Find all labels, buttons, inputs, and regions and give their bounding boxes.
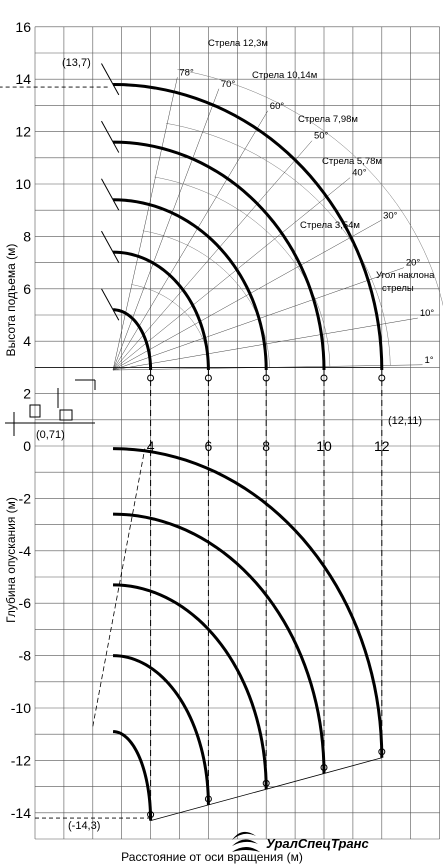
y-axis-lower-title: Глубина опускания (м) — [4, 497, 18, 623]
angle-rays — [112, 77, 423, 371]
y-tick-label: -6 — [19, 595, 32, 611]
angle-label: 1° — [425, 355, 434, 366]
x-tick-label: 6 — [205, 438, 213, 454]
y-tick-label: 2 — [23, 386, 31, 402]
y-tick-label: 16 — [15, 19, 31, 35]
angle-label: 60° — [270, 101, 285, 112]
angle-caption-line1: Угол наклона — [376, 270, 435, 281]
boom-line — [101, 230, 120, 263]
y-tick-label: -10 — [11, 700, 31, 716]
guide-arc — [154, 176, 331, 367]
angle-ray — [112, 177, 351, 371]
reach-curve-lower — [112, 447, 384, 758]
x-tick-label: 4 — [147, 438, 155, 454]
boom-line — [101, 288, 120, 321]
angle-caption-line2: стрелы — [382, 283, 414, 294]
angle-label: 10° — [420, 308, 435, 319]
reach-curve-upper — [112, 198, 268, 371]
annotation-bottom: (-14,3) — [68, 820, 100, 832]
y-axis-upper-title: Высота подъема (м) — [4, 244, 18, 357]
reach-curves — [112, 82, 384, 821]
hook-icon — [204, 374, 212, 382]
hook-icon — [147, 811, 155, 819]
guide-arc — [131, 284, 210, 369]
reach-curve-upper — [112, 250, 210, 371]
boom-label: Стрела 10,14м — [252, 70, 317, 81]
logo-mark-icon — [232, 831, 260, 852]
boom-line — [101, 120, 120, 153]
bottom-envelope — [150, 757, 382, 822]
annotation-tip: (12,11) — [388, 415, 422, 427]
angle-ray — [112, 110, 269, 371]
y-tick-label: -2 — [19, 490, 32, 506]
hook-icon — [204, 795, 212, 803]
guide-arc — [177, 69, 443, 307]
boom-label: Стрела 12,3м — [208, 38, 268, 49]
logo-text: УралСпецТранс — [266, 836, 369, 851]
logo: УралСпецТранс — [232, 831, 369, 852]
angle-label: 20° — [406, 258, 421, 269]
angle-label: 30° — [383, 210, 398, 221]
y-tick-label: -8 — [19, 648, 32, 664]
boom-line — [101, 178, 120, 211]
boom-line — [101, 63, 120, 96]
annotation-pivot: (0,71) — [36, 429, 65, 441]
y-tick-label: -4 — [19, 543, 32, 559]
reach-curve-lower — [112, 583, 268, 790]
tick-labels: 4 6 8 10 12 16 14 12 10 8 6 4 2 0 -2 -4 -6 -8 -10 -12 -14 — [11, 19, 390, 821]
hook-icon — [262, 374, 270, 382]
x-tick-label: 12 — [374, 438, 390, 454]
x-tick-label: 8 — [262, 438, 270, 454]
y-tick-label: 0 — [23, 438, 31, 454]
y-tick-label: 6 — [23, 281, 31, 297]
angle-ray — [112, 140, 313, 371]
reach-curve-lower — [112, 512, 326, 774]
y-tick-label: 14 — [15, 71, 31, 87]
reach-curve-lower — [112, 654, 210, 805]
reach-curve-upper — [112, 308, 153, 371]
boom-label: Стрела 3,54м — [300, 220, 360, 231]
hook-icon — [320, 374, 328, 382]
boom-label: Стрела 7,98м — [298, 114, 358, 125]
crane-base-icon — [5, 379, 96, 436]
y-tick-label: 8 — [23, 228, 31, 244]
x-axis-title: Расстояние от оси вращения (м) — [121, 850, 303, 864]
angle-label: 40° — [352, 168, 367, 179]
boom-label: Стрела 5,78м — [322, 156, 382, 167]
angle-ray — [112, 220, 382, 371]
angle-labels: 78° 70° 60° 50° 40° 30° 20° 10° 1° — [179, 67, 434, 366]
y-tick-label: -12 — [11, 752, 31, 768]
annotation-top: (13,7) — [62, 57, 91, 69]
guide-arc — [142, 230, 270, 368]
boom-lines — [0, 63, 383, 822]
y-tick-label: 4 — [23, 333, 31, 349]
hook-icons — [147, 374, 386, 819]
hook-icon — [147, 374, 155, 382]
hook-icon — [378, 374, 386, 382]
boom-labels: Стрела 3,54м Стрела 5,78м Стрела 7,98м Стре… — [208, 38, 382, 231]
reach-curve-lower — [112, 730, 153, 821]
y-tick-label: -14 — [11, 805, 31, 821]
hook-icon — [262, 779, 270, 787]
angle-label: 50° — [314, 131, 329, 142]
angle-label: 70° — [221, 79, 236, 90]
hook-icon — [320, 764, 328, 771]
angle-ray — [112, 88, 220, 371]
reach-curve-upper — [112, 82, 384, 371]
angle-label: 78° — [179, 67, 194, 78]
reach-curve-upper — [112, 140, 326, 371]
hook-icon — [378, 748, 386, 756]
hull-dash — [92, 448, 146, 727]
angle-arcs — [131, 69, 443, 369]
y-tick-label: 10 — [15, 176, 31, 192]
y-tick-label: 12 — [15, 124, 31, 140]
guide-arc — [165, 123, 391, 366]
x-tick-label: 10 — [316, 438, 332, 454]
angle-ray — [112, 77, 178, 371]
